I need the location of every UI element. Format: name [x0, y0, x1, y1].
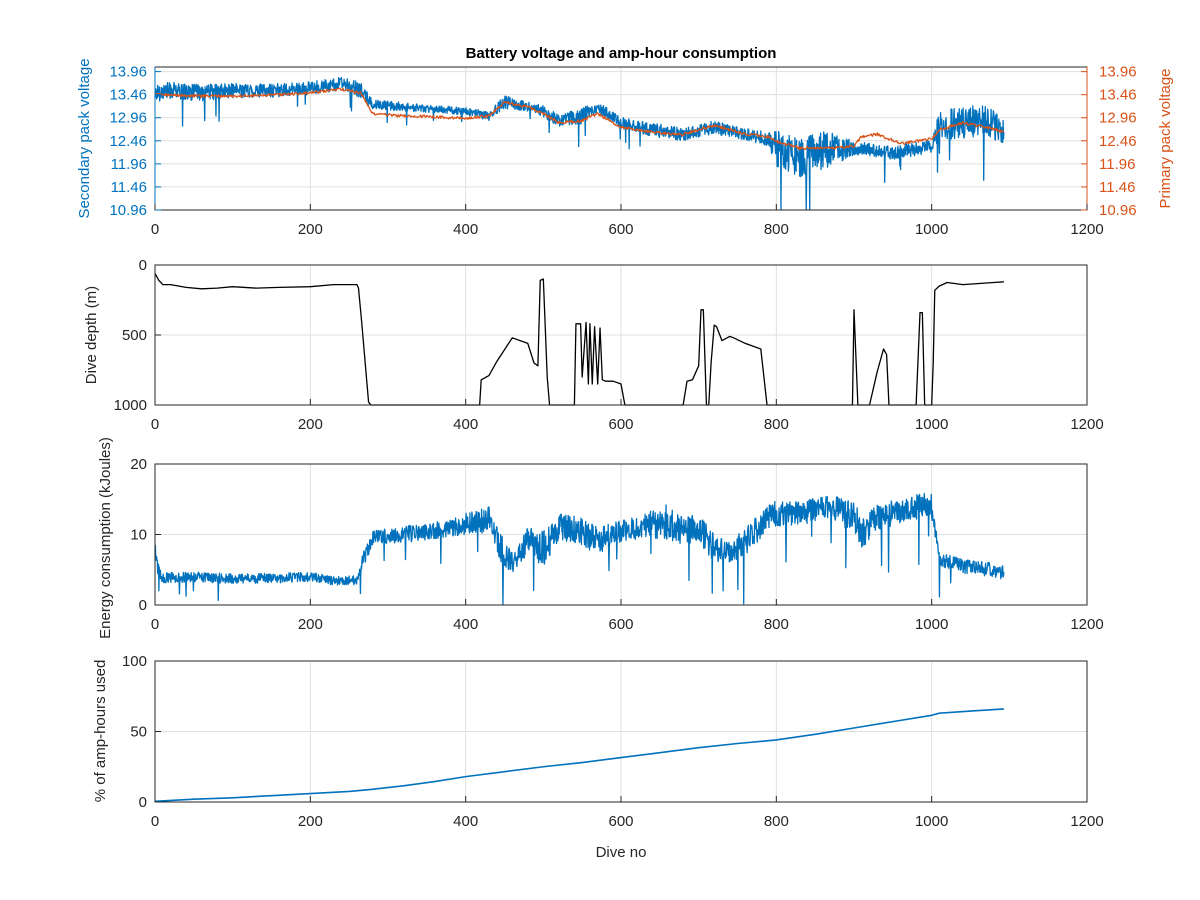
x-tick-label: 200: [298, 416, 323, 433]
x-tick-label: 600: [608, 221, 633, 238]
x-tick-label: 1200: [1070, 813, 1103, 830]
x-tick-label: 600: [608, 416, 633, 433]
y-tick-label: 0: [139, 794, 147, 811]
amphour-y-ticks: 0 50 100: [122, 653, 161, 811]
x-tick-label: 1200: [1070, 616, 1103, 633]
x-tick-label: 400: [453, 813, 478, 830]
x-tick-label: 400: [453, 221, 478, 238]
primary-pack-voltage-line: [154, 87, 1005, 151]
x-tick-label: 1000: [915, 416, 948, 433]
x-tick-label: 400: [453, 416, 478, 433]
voltage-x-ticks: 0 200 400 600 800 1000 1200: [151, 204, 1104, 238]
x-tick-label: 200: [298, 221, 323, 238]
right-y-tick-label: 11.96: [1099, 156, 1135, 173]
depth-panel: 0 500 1000 0 200 400 600 800 1000 1200 Dive dept…: [83, 257, 1104, 433]
amphour-series: [154, 708, 1004, 803]
amphour-x-ticks: 0 200 400 600 800 1000 1200: [151, 796, 1104, 830]
depth-y-ticks: 0 500 1000: [114, 257, 161, 414]
energy-x-ticks: 0 200 400 600 800 1000 1200: [151, 599, 1104, 633]
primary-voltage-ticks: 10.96 11.46 11.96 12.46 12.96 13.46 13.96: [1081, 64, 1137, 219]
primary-voltage-axis-label: Primary pack voltage: [1157, 68, 1174, 208]
y-tick-label: 20: [130, 456, 147, 473]
y-tick-label: 100: [122, 653, 147, 670]
right-y-tick-label: 13.96: [1099, 64, 1137, 81]
right-y-tick-label: 10.96: [1099, 202, 1137, 219]
depth-axis-label: Dive depth (m): [83, 286, 100, 384]
x-tick-label: 1000: [915, 221, 948, 238]
x-tick-label: 1200: [1070, 221, 1103, 238]
x-tick-label: 1000: [915, 813, 948, 830]
voltage-series: [154, 76, 1005, 211]
y-tick-label: 11.46: [111, 179, 147, 196]
right-y-tick-label: 11.46: [1099, 179, 1135, 196]
y-tick-label: 0: [139, 597, 147, 614]
x-tick-label: 1000: [915, 616, 948, 633]
y-tick-label: 10.96: [109, 202, 147, 219]
y-tick-label: 500: [122, 327, 147, 344]
y-tick-label: 12.46: [109, 133, 147, 150]
x-tick-label: 200: [298, 616, 323, 633]
series-0-line: [154, 708, 1004, 803]
x-tick-label: 800: [764, 416, 789, 433]
y-tick-label: 50: [130, 724, 147, 741]
x-tick-label: 0: [151, 616, 159, 633]
x-tick-label: 600: [608, 813, 633, 830]
voltage-panel: 10.96 11.46 11.96 12.46 12.96 13.46 13.96 10.9…: [76, 45, 1174, 238]
x-tick-label: 1200: [1070, 416, 1103, 433]
right-y-tick-label: 12.96: [1099, 110, 1137, 127]
y-tick-label: 1000: [114, 397, 147, 414]
energy-axis-label: Energy consumption (kJoules): [97, 437, 114, 639]
depth-x-ticks: 0 200 400 600 800 1000 1200: [151, 399, 1104, 433]
y-tick-label: 10: [130, 527, 147, 544]
amphour-panel: 0 50 100 0 200 400 600 800 1000 1200 % of amp-ho…: [92, 653, 1104, 861]
series-0-line: [154, 492, 1005, 606]
x-tick-label: 200: [298, 813, 323, 830]
energy-y-ticks: 0 10 20: [130, 456, 161, 614]
chart-title: Battery voltage and amp-hour consumption: [466, 45, 777, 62]
y-tick-label: 11.96: [111, 156, 147, 173]
x-tick-label: 800: [764, 616, 789, 633]
y-tick-label: 0: [139, 257, 147, 274]
x-tick-label: 600: [608, 616, 633, 633]
secondary-voltage-axis-label: Secondary pack voltage: [76, 58, 93, 218]
x-tick-label: 0: [151, 416, 159, 433]
x-tick-label: 400: [453, 616, 478, 633]
x-tick-label: 0: [151, 221, 159, 238]
x-axis-label: Dive no: [596, 844, 647, 861]
y-tick-label: 13.96: [109, 64, 147, 81]
energy-series: [154, 492, 1005, 606]
y-tick-label: 12.96: [109, 110, 147, 127]
right-y-tick-label: 13.46: [1099, 87, 1137, 104]
y-tick-label: 13.46: [109, 87, 147, 104]
energy-panel: 0 10 20 0 200 400 600 800 1000 1200 Energy consu…: [97, 437, 1104, 639]
amphour-axis-label: % of amp-hours used: [92, 660, 109, 803]
x-tick-label: 800: [764, 813, 789, 830]
right-y-tick-label: 12.46: [1099, 133, 1137, 150]
secondary-voltage-ticks: 10.96 11.46 11.96 12.46 12.96 13.46 13.96: [109, 64, 161, 219]
x-tick-label: 800: [764, 221, 789, 238]
x-tick-label: 0: [151, 813, 159, 830]
